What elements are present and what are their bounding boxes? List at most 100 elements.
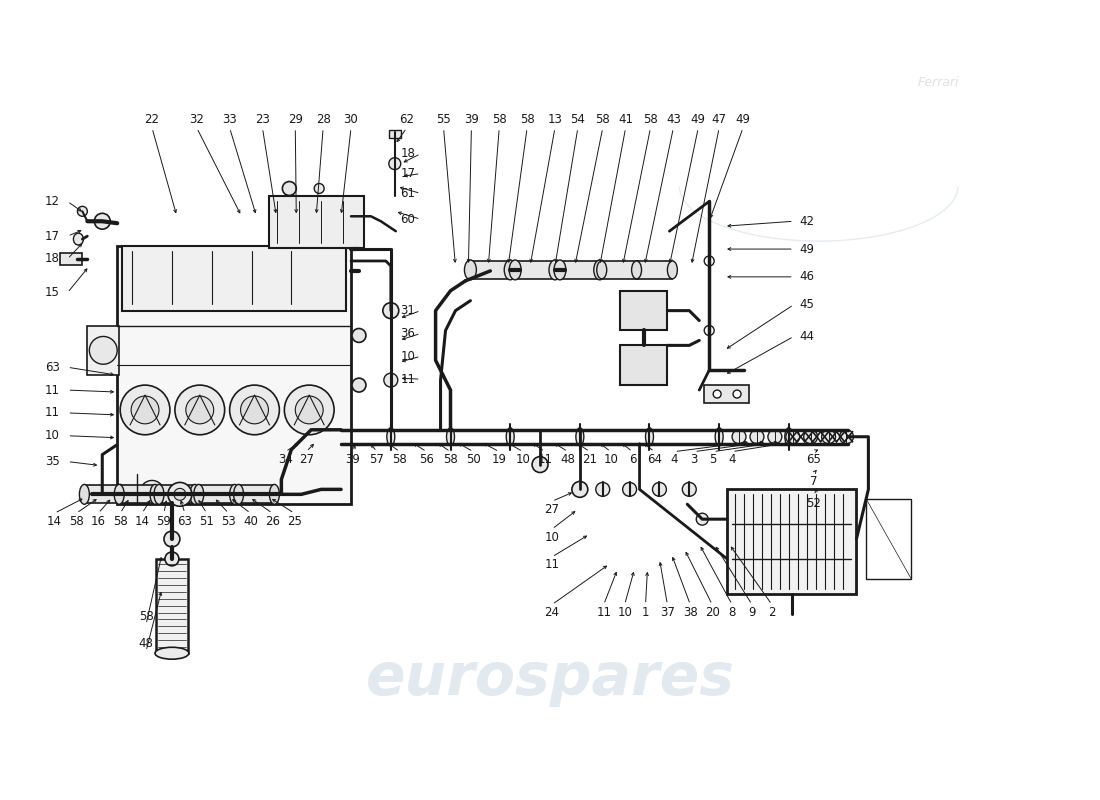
Ellipse shape bbox=[549, 260, 561, 280]
Circle shape bbox=[652, 482, 667, 496]
Ellipse shape bbox=[230, 485, 240, 504]
Circle shape bbox=[713, 390, 722, 398]
Text: 50: 50 bbox=[466, 453, 481, 466]
Text: 20: 20 bbox=[705, 606, 719, 619]
Circle shape bbox=[704, 256, 714, 266]
Text: 48: 48 bbox=[561, 453, 575, 466]
Ellipse shape bbox=[715, 428, 723, 446]
Text: 4: 4 bbox=[671, 453, 678, 466]
Circle shape bbox=[77, 206, 87, 216]
Ellipse shape bbox=[150, 485, 160, 504]
Bar bbox=[118, 246, 351, 504]
Ellipse shape bbox=[509, 260, 521, 280]
Text: 15: 15 bbox=[45, 286, 60, 299]
Circle shape bbox=[186, 396, 213, 424]
Circle shape bbox=[315, 183, 324, 194]
Text: 49: 49 bbox=[800, 242, 814, 255]
Circle shape bbox=[168, 482, 191, 506]
Circle shape bbox=[352, 329, 366, 342]
Bar bbox=[388, 130, 400, 138]
Text: 58: 58 bbox=[393, 453, 407, 466]
Text: 52: 52 bbox=[806, 497, 821, 510]
Text: 38: 38 bbox=[683, 606, 697, 619]
Text: 31: 31 bbox=[400, 304, 415, 317]
Text: 58: 58 bbox=[139, 610, 153, 623]
Text: 27: 27 bbox=[544, 502, 560, 516]
Text: 24: 24 bbox=[544, 606, 560, 619]
Circle shape bbox=[596, 482, 609, 496]
Text: 58: 58 bbox=[644, 114, 658, 126]
Text: 11: 11 bbox=[400, 373, 415, 386]
Circle shape bbox=[839, 430, 854, 444]
Ellipse shape bbox=[116, 485, 125, 504]
Bar bbox=[471, 261, 510, 279]
Circle shape bbox=[623, 482, 637, 496]
Bar bbox=[727, 490, 857, 594]
Text: 61: 61 bbox=[400, 187, 415, 200]
Bar bbox=[619, 346, 668, 385]
Circle shape bbox=[165, 552, 179, 566]
Text: 35: 35 bbox=[45, 455, 59, 468]
Text: 47: 47 bbox=[712, 114, 727, 126]
Circle shape bbox=[804, 430, 817, 444]
Ellipse shape bbox=[154, 485, 164, 504]
Circle shape bbox=[388, 158, 400, 170]
Text: 65: 65 bbox=[806, 453, 821, 466]
Ellipse shape bbox=[79, 485, 89, 504]
Circle shape bbox=[131, 396, 160, 424]
Bar bbox=[637, 261, 672, 279]
Circle shape bbox=[95, 214, 110, 229]
Text: 10: 10 bbox=[516, 453, 530, 466]
Bar bbox=[619, 290, 668, 330]
Text: 14: 14 bbox=[134, 514, 150, 528]
Text: 58: 58 bbox=[443, 453, 458, 466]
Text: 30: 30 bbox=[343, 114, 359, 126]
Text: eurospares: eurospares bbox=[365, 650, 735, 706]
Bar bbox=[85, 486, 120, 503]
Text: 21: 21 bbox=[582, 453, 597, 466]
Circle shape bbox=[696, 514, 708, 525]
Bar bbox=[270, 197, 364, 248]
Circle shape bbox=[174, 488, 186, 500]
Text: 55: 55 bbox=[437, 114, 451, 126]
Ellipse shape bbox=[387, 428, 395, 446]
Text: 43: 43 bbox=[666, 114, 681, 126]
Text: 6: 6 bbox=[629, 453, 636, 466]
Bar bbox=[156, 559, 188, 654]
Text: 39: 39 bbox=[345, 453, 361, 466]
Text: 19: 19 bbox=[492, 453, 507, 466]
Text: 4: 4 bbox=[728, 453, 736, 466]
Circle shape bbox=[733, 430, 746, 444]
Text: 22: 22 bbox=[144, 114, 159, 126]
Text: 12: 12 bbox=[45, 195, 60, 208]
Text: 27: 27 bbox=[299, 453, 314, 466]
Circle shape bbox=[532, 457, 548, 473]
Ellipse shape bbox=[74, 233, 84, 245]
Text: 60: 60 bbox=[400, 213, 415, 226]
Ellipse shape bbox=[114, 485, 124, 504]
Text: 58: 58 bbox=[519, 114, 535, 126]
Ellipse shape bbox=[464, 260, 476, 280]
Text: 11: 11 bbox=[544, 558, 560, 571]
Ellipse shape bbox=[668, 261, 678, 279]
Text: 54: 54 bbox=[571, 114, 585, 126]
Text: 37: 37 bbox=[660, 606, 674, 619]
Text: 36: 36 bbox=[400, 327, 415, 340]
Text: 25: 25 bbox=[287, 514, 301, 528]
Text: 33: 33 bbox=[222, 114, 236, 126]
Text: 48: 48 bbox=[139, 637, 154, 650]
Text: 59: 59 bbox=[156, 514, 172, 528]
Circle shape bbox=[352, 378, 366, 392]
Text: 45: 45 bbox=[800, 298, 814, 311]
Text: 58: 58 bbox=[69, 514, 84, 528]
Circle shape bbox=[295, 396, 323, 424]
Text: 3: 3 bbox=[691, 453, 698, 466]
Text: 26: 26 bbox=[265, 514, 279, 528]
Text: 8: 8 bbox=[728, 606, 736, 619]
Text: 46: 46 bbox=[800, 270, 814, 283]
Text: 56: 56 bbox=[419, 453, 435, 466]
Text: 64: 64 bbox=[647, 453, 662, 466]
Text: 28: 28 bbox=[316, 114, 331, 126]
Text: 2: 2 bbox=[768, 606, 776, 619]
Text: 58: 58 bbox=[595, 114, 610, 126]
